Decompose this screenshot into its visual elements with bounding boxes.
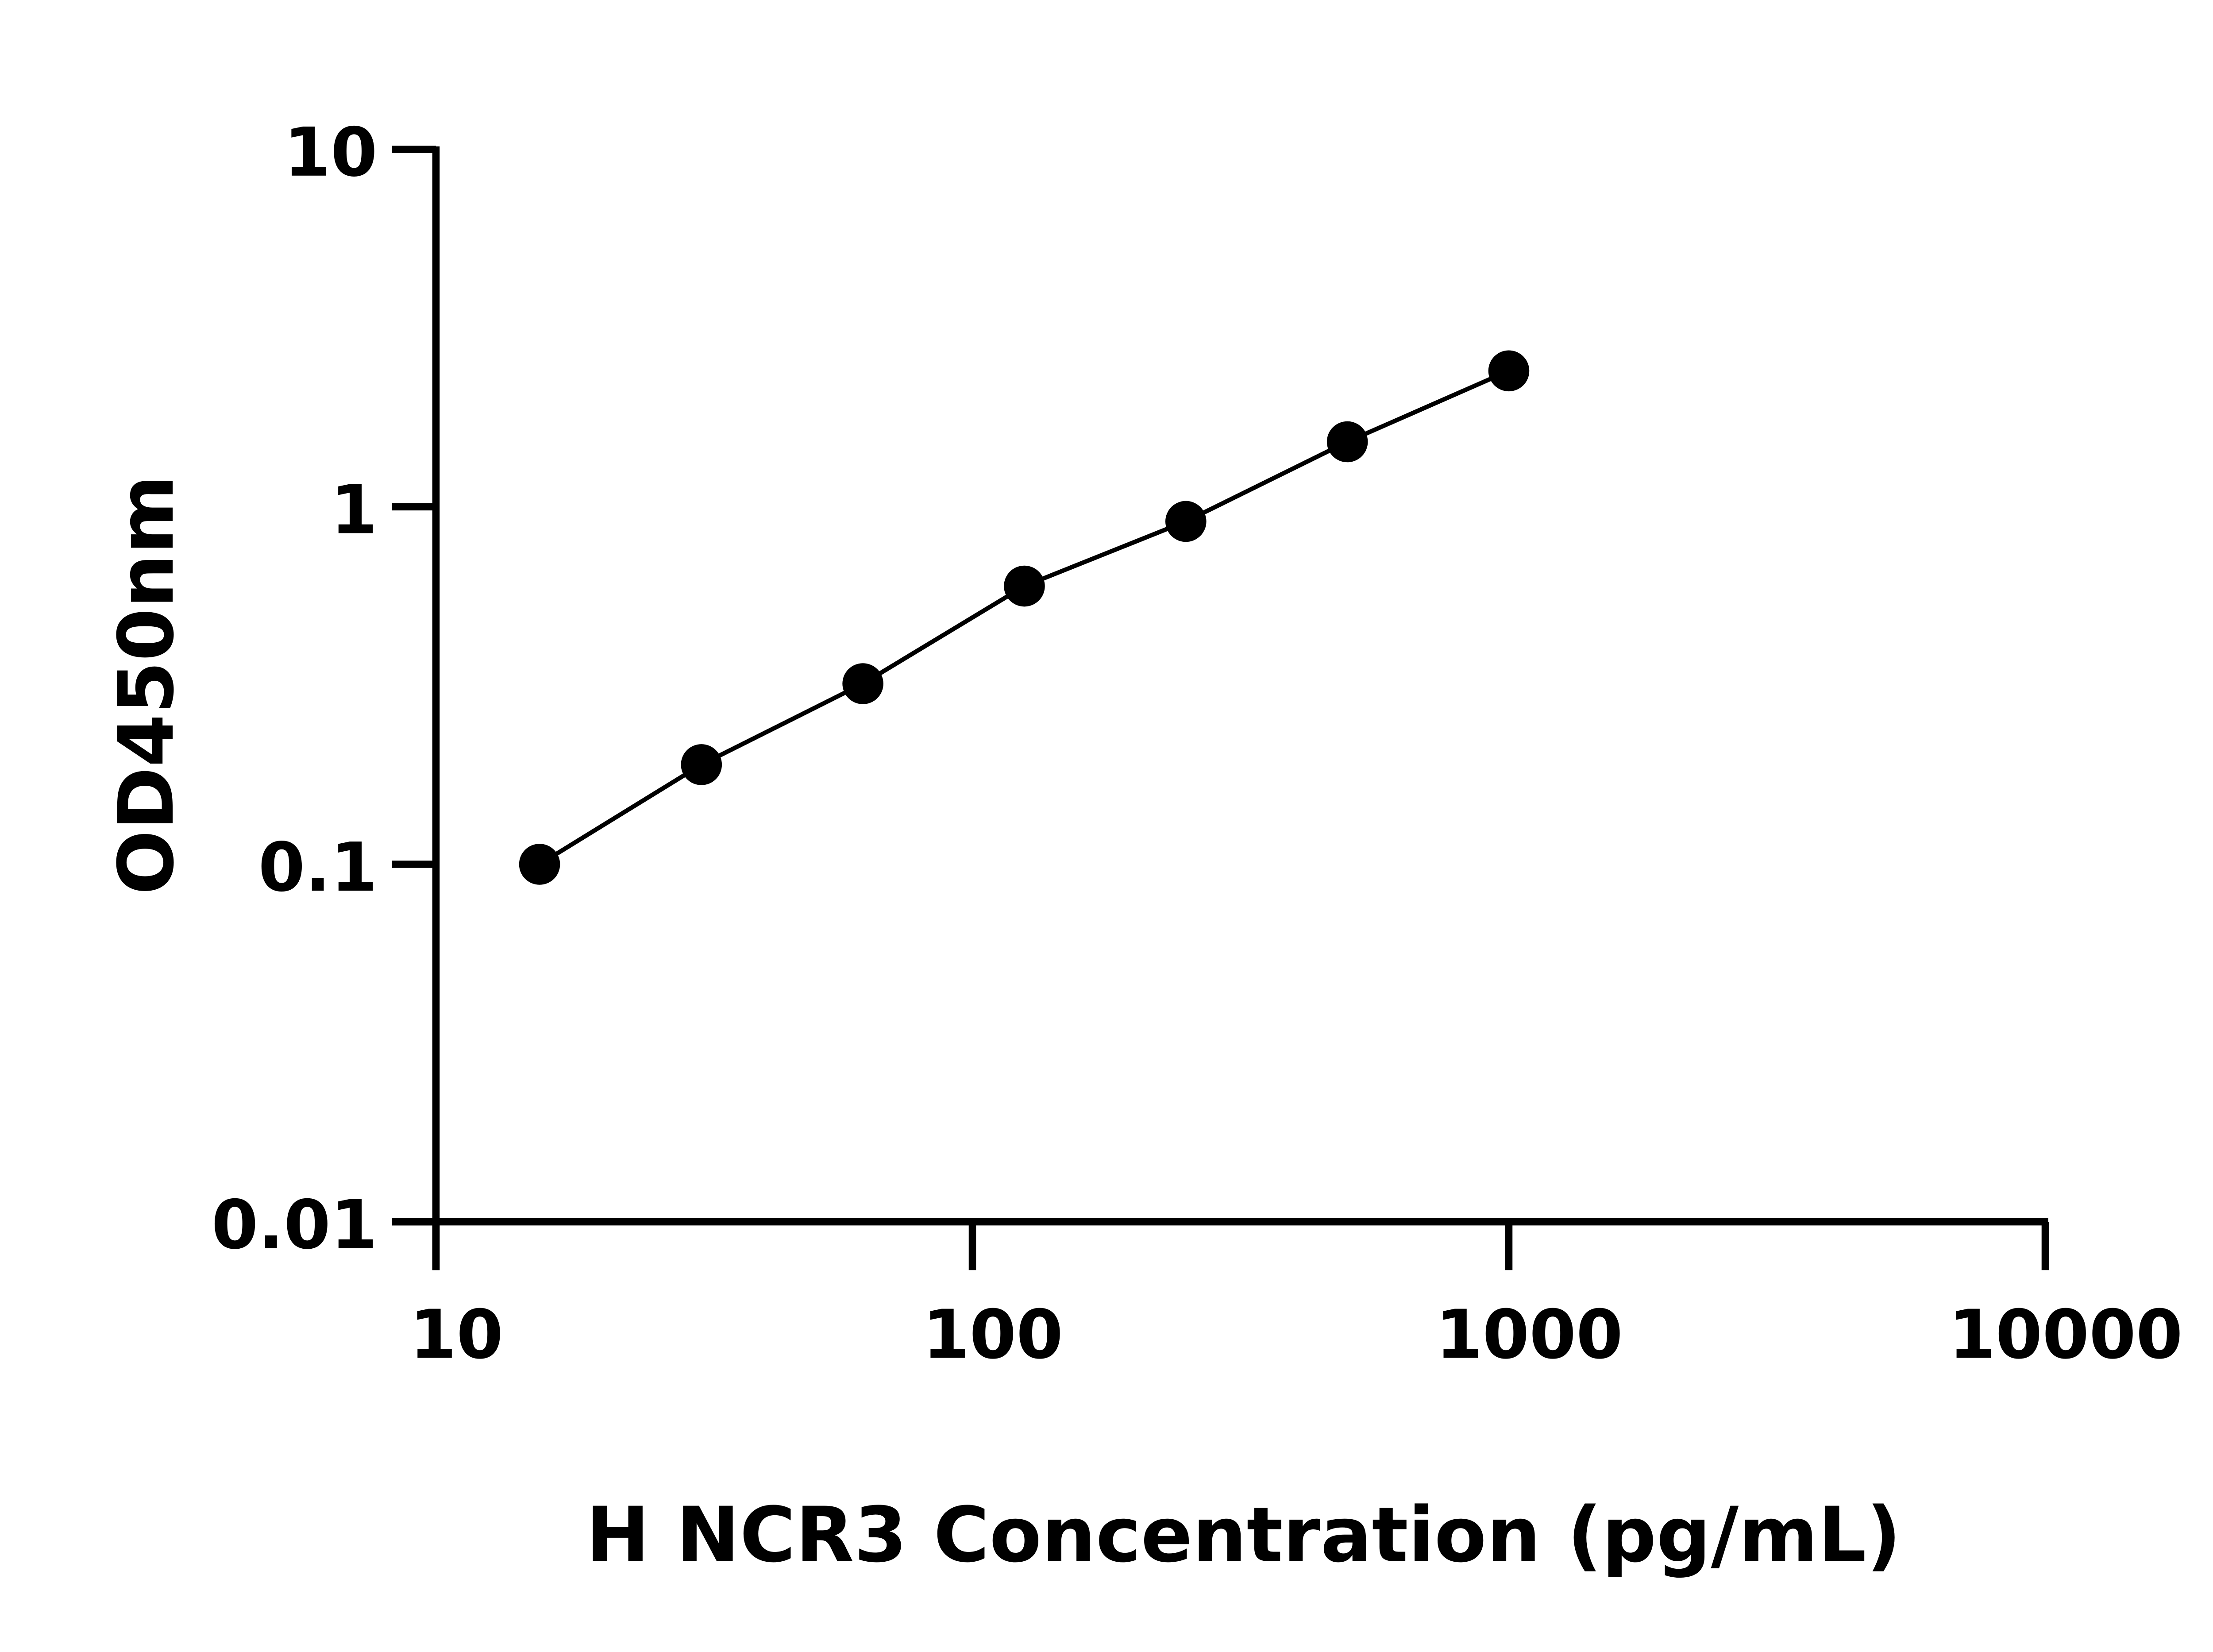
x-tick-label: 10000	[1949, 1296, 2183, 1374]
y-axis-label: OD450nm	[102, 475, 191, 895]
data-point	[1326, 421, 1368, 463]
x-tick-label: 1000	[1436, 1296, 1623, 1374]
x-tick-label: 100	[923, 1296, 1063, 1374]
y-tick-label: 0.01	[212, 1186, 378, 1264]
data-point	[519, 844, 560, 885]
y-tick-label: 10	[284, 113, 378, 192]
axes	[392, 146, 2048, 1270]
y-tick-label: 1	[331, 471, 378, 549]
data-point	[1004, 565, 1045, 607]
data-point	[681, 744, 722, 785]
data-point	[842, 663, 883, 704]
x-tick-label: 10	[409, 1296, 503, 1374]
data-point	[1165, 501, 1207, 542]
ticks: 10 100 1000 10000 10 1 0.1 0.01	[212, 113, 2183, 1374]
data-point	[1488, 350, 1530, 392]
y-tick-label: 0.1	[258, 828, 377, 907]
x-axis-label: H NCR3 Concentration (pg/mL)	[586, 1490, 1901, 1579]
series	[519, 350, 1530, 885]
